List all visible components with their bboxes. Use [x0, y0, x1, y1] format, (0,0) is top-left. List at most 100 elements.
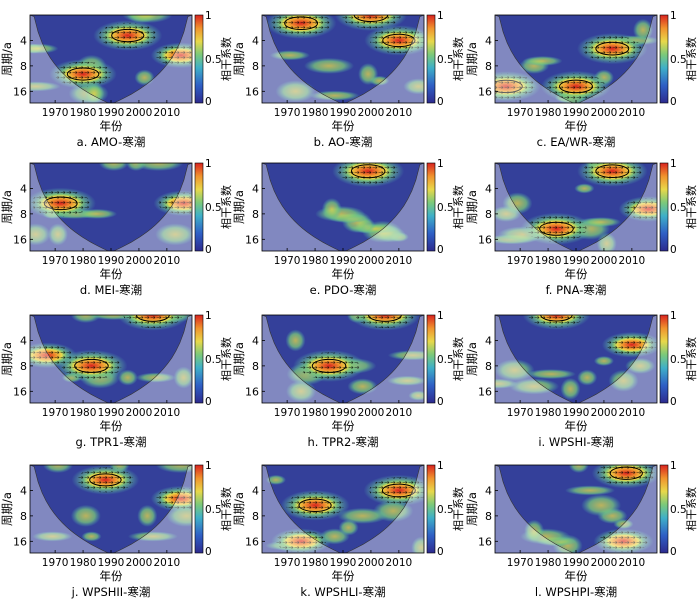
- x-tick-label: 1970: [42, 255, 69, 267]
- cone-of-influence-shade: [495, 465, 657, 553]
- significance-contour: [298, 498, 332, 512]
- y-axis-label: 周期/a: [232, 42, 246, 76]
- significance-contour: [74, 358, 109, 373]
- x-tick-label: 2010: [385, 255, 412, 267]
- coherence-patch: [525, 369, 576, 380]
- significance-contour: [595, 164, 630, 179]
- colorbar-tick-label: 1: [670, 460, 677, 472]
- colorbar: [659, 14, 669, 104]
- coherence-patch: [633, 18, 654, 41]
- x-tick-label: 2000: [591, 107, 618, 119]
- x-tick-label: 2000: [126, 557, 153, 569]
- coherence-patch: [608, 369, 639, 392]
- x-tick-label: 1990: [563, 557, 590, 569]
- y-tick-label: 4: [20, 484, 27, 497]
- x-tick-label: 1980: [535, 557, 562, 569]
- coherence-patch: [304, 57, 355, 74]
- chart-panel: 4 8 16 1970 1980 1990 2000 2010 年份 周期/a e. PDO-寒潮 1…: [232, 158, 465, 297]
- significance-contour: [353, 15, 389, 22]
- phase-arrows: [31, 190, 91, 217]
- colorbar-tick-label: 0.5: [437, 354, 454, 366]
- colorbar-tick-label: 0: [670, 396, 677, 408]
- coherence-patch: [309, 90, 360, 101]
- x-tick-label: 1990: [330, 557, 357, 569]
- coherence-patch: [593, 355, 614, 366]
- colorbar: [194, 162, 204, 252]
- chart-panel: 4 8 16 1970 1980 1990 2000 2010 年份 周期/a j. WPSHII-…: [0, 460, 233, 599]
- colorbar-tick-label: 1: [670, 10, 677, 22]
- x-tick-label: 2010: [385, 407, 412, 419]
- colorbar-tick-label: 0: [437, 396, 444, 408]
- significance-contour: [350, 164, 386, 179]
- y-axis-label: 周期/a: [0, 42, 14, 76]
- y-tick-label: 8: [20, 60, 27, 73]
- y-axis-label: 周期/a: [0, 190, 14, 224]
- significance-contour: [559, 79, 593, 94]
- colorbar-label: 相干系数: [685, 487, 698, 531]
- coherence-patch: [30, 81, 61, 92]
- coherence-field: [495, 315, 657, 403]
- panel-caption: k. WPSHLI-寒潮: [300, 585, 385, 599]
- significance-contour: [89, 473, 122, 487]
- colorbar: [194, 464, 204, 554]
- coherence-patch: [269, 50, 310, 61]
- cone-of-influence-shade: [262, 465, 424, 553]
- colorbar-tick-label: 0.5: [670, 202, 687, 214]
- panel-caption: g. TPR1-寒潮: [75, 435, 146, 449]
- colorbar-tick-label: 1: [670, 310, 677, 322]
- y-tick-label: 4: [485, 484, 492, 497]
- x-tick-label: 2000: [358, 255, 385, 267]
- cone-of-influence-shade: [262, 315, 424, 403]
- y-tick-label: 8: [485, 360, 492, 373]
- significance-contour: [381, 483, 416, 498]
- colorbar: [659, 464, 669, 554]
- panel-caption: d. MEI-寒潮: [80, 283, 142, 297]
- coherence-patch: [596, 232, 617, 251]
- phase-arrows: [606, 333, 657, 356]
- significance-contour: [311, 358, 347, 373]
- x-axis-label: 年份: [332, 119, 355, 133]
- y-axis-label: 周期/a: [0, 342, 14, 376]
- coherence-field: [495, 15, 657, 103]
- phase-arrows: [276, 530, 327, 553]
- cone-of-influence-shade: [495, 15, 657, 103]
- x-axis-label: 年份: [565, 267, 588, 281]
- phase-arrows: [30, 344, 72, 367]
- panel-caption: l. WPSHPI-寒潮: [535, 585, 617, 599]
- cone-of-influence-line: [262, 465, 424, 553]
- cone-of-influence-line: [30, 15, 192, 103]
- chart-panel: 4 8 16 1970 1980 1990 2000 2010 年份 周期/a f. PNA-寒潮 1…: [465, 158, 698, 297]
- phase-arrows: [99, 22, 157, 49]
- coherence-patch: [581, 494, 622, 517]
- coherence-patch: [155, 223, 192, 246]
- coherence-field: [262, 465, 424, 553]
- significance-contour: [595, 41, 630, 56]
- chart-panel: 4 8 16 1970 1980 1990 2000 2010 年份 周期/a a. AMO-寒潮 1…: [0, 10, 233, 149]
- coherence-patch: [134, 69, 155, 86]
- y-tick-label: 4: [20, 182, 27, 195]
- colorbar-label: 相干系数: [685, 185, 698, 229]
- y-tick-label: 8: [252, 510, 259, 523]
- colorbar-tick-label: 1: [437, 158, 444, 170]
- panel-caption: e. PDO-寒潮: [310, 283, 377, 297]
- colorbar-tick-label: 0: [205, 96, 212, 108]
- phase-arrows: [582, 35, 642, 62]
- y-tick-label: 8: [252, 208, 259, 221]
- colorbar: [194, 314, 204, 404]
- y-tick-label: 16: [13, 85, 27, 98]
- cone-of-influence-line: [30, 465, 192, 553]
- cone-of-influence-shade: [30, 465, 192, 553]
- cone-of-influence-line: [30, 315, 192, 403]
- coherence-patch: [81, 531, 102, 542]
- x-tick-label: 1990: [98, 107, 125, 119]
- x-tick-label: 1980: [302, 255, 329, 267]
- colorbar-tick-label: 0.5: [437, 504, 454, 516]
- x-tick-label: 2000: [358, 107, 385, 119]
- colorbar-tick-label: 0: [670, 96, 677, 108]
- phase-arrows: [582, 163, 642, 185]
- significance-contour: [43, 196, 78, 211]
- coherence-field: [30, 15, 192, 103]
- coherence-patch: [137, 504, 158, 527]
- y-tick-label: 4: [485, 334, 492, 347]
